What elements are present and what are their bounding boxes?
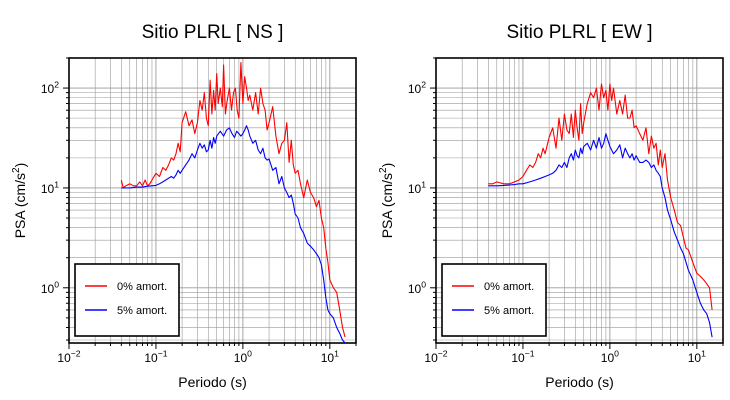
y-tick-label: 102 [41,80,59,96]
x-tick-label: 10−2 [424,349,447,365]
x-tick-label: 100 [601,349,619,365]
legend-label-5pct: 5% amort. [484,305,534,317]
y-tick-label: 101 [41,180,59,196]
legend-label-0pct: 0% amort. [117,281,167,293]
legend: 0% amort. 5% amort. [75,264,179,336]
x-tick-label: 101 [321,349,339,365]
y-axis-label: PSA (cm/s2) [378,163,395,239]
legend-box [442,264,546,336]
y-tick-label: 100 [41,279,59,295]
y-tick-label: 101 [408,180,426,196]
legend-label-5pct: 5% amort. [117,305,167,317]
y-axis-label: PSA (cm/s2) [11,163,28,239]
chart-ew: 10−2 10−1 100 101 100 101 102 Sitio PLRL [ EW ]… [378,22,723,390]
legend-label-0pct: 0% amort. [484,281,534,293]
y-tick-label: 100 [408,279,426,295]
x-tick-label: 10−2 [57,349,80,365]
y-tick-label: 102 [408,80,426,96]
legend: 0% amort. 5% amort. [442,264,546,336]
chart-title: Sitio PLRL [ NS ] [142,22,284,43]
x-axis-label: Periodo (s) [178,374,246,390]
x-tick-label: 101 [688,349,706,365]
legend-box [75,264,179,336]
x-axis-label: Periodo (s) [545,374,613,390]
x-tick-label: 100 [234,349,252,365]
x-tick-label: 10−1 [144,349,167,365]
x-tick-label: 10−1 [511,349,534,365]
chart-title: Sitio PLRL [ EW ] [506,22,652,43]
chart-ns: 10−2 10−1 100 101 100 101 102 Sitio PLRL [ NS ]… [11,22,356,390]
